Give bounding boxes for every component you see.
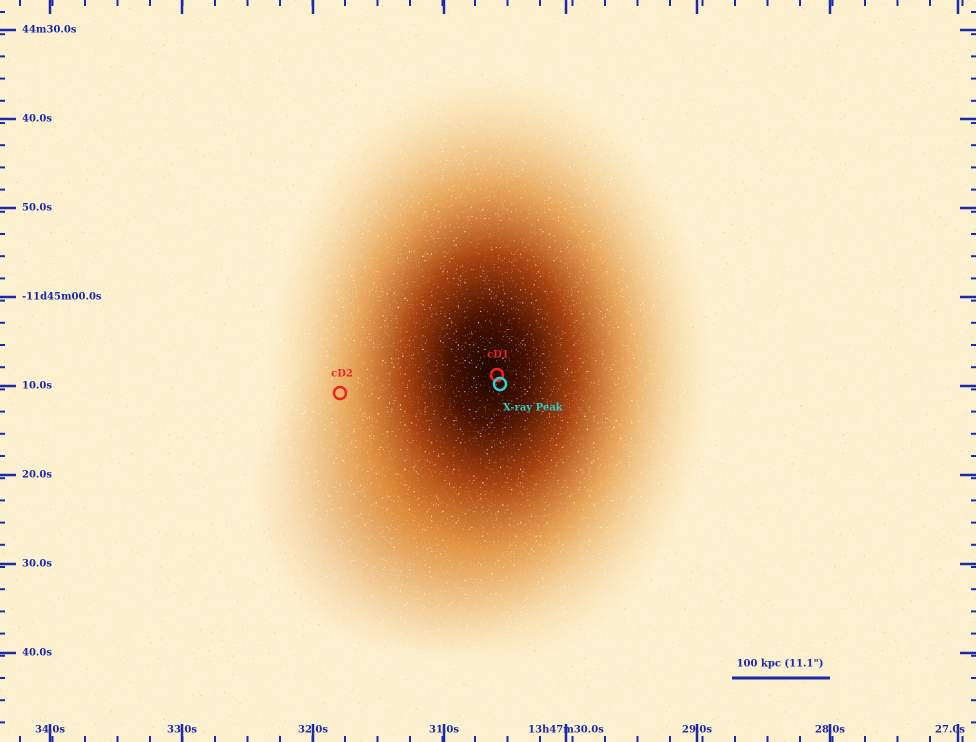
scale-bar-label: 100 kpc (11.1")	[737, 659, 824, 670]
y-tick-label: 30.0s	[22, 559, 52, 570]
cd2-label: cD2	[331, 369, 353, 380]
x-tick-label: 28.0s	[815, 725, 845, 736]
x-tick-label: 31.0s	[429, 725, 459, 736]
y-tick-label: -11d45m00.0s	[22, 292, 102, 303]
xray-image: 44m30.0s 40.0s 50.0s -11d45m00.0s 10.0s 20.0s…	[0, 0, 976, 742]
xray-peak-label: X-ray Peak	[503, 403, 564, 414]
y-tick-label: 50.0s	[22, 203, 52, 214]
y-tick-label: 40.0s	[22, 648, 52, 659]
y-tick-label: 44m30.0s	[22, 25, 77, 36]
x-tick-label: 29.0s	[682, 725, 712, 736]
y-tick-label: 10.0s	[22, 381, 52, 392]
x-tick-label: 13h47m30.0s	[528, 725, 604, 736]
x-tick-label: 33.0s	[167, 725, 197, 736]
x-tick-label: 34.0s	[35, 725, 65, 736]
y-tick-label: 40.0s	[22, 114, 52, 125]
x-tick-label: 32.0s	[298, 725, 328, 736]
cd1-label: cD1	[487, 350, 509, 361]
x-tick-label: 27.0s	[935, 725, 965, 736]
y-tick-label: 20.0s	[22, 470, 52, 481]
noise	[0, 0, 976, 742]
